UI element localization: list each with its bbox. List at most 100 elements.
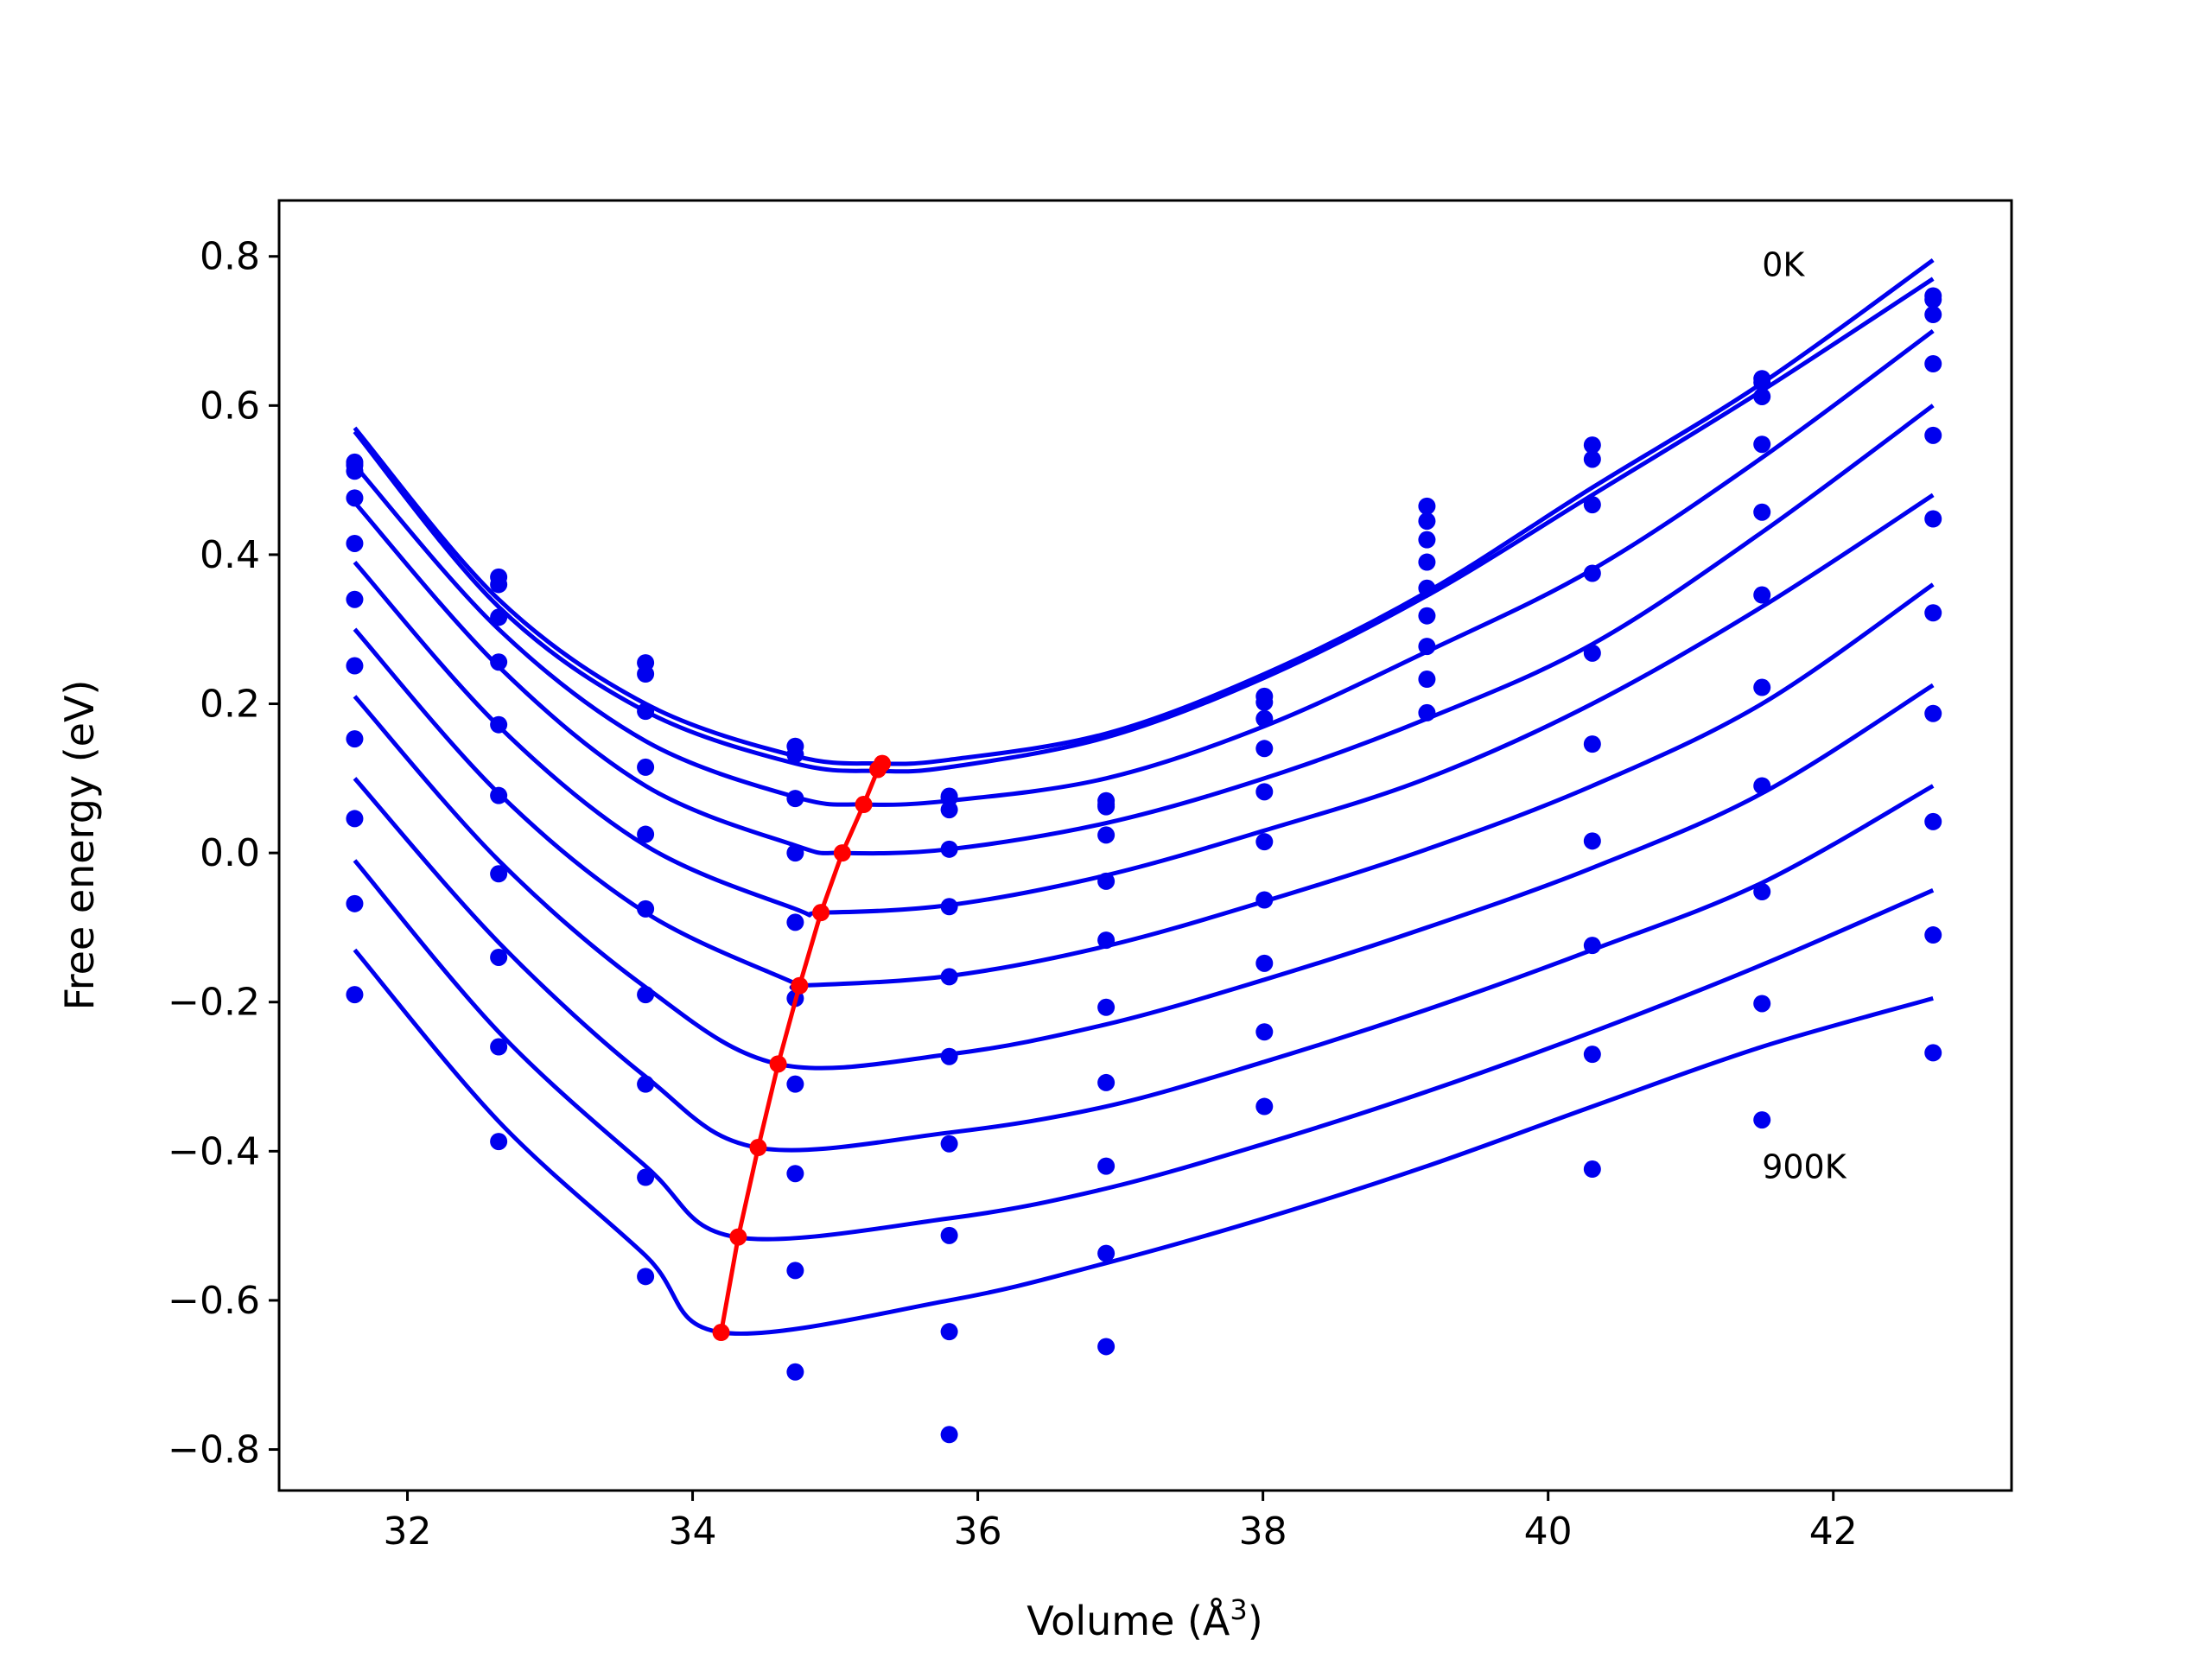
data-point xyxy=(1583,832,1601,850)
data-point xyxy=(786,746,804,764)
minimum-point xyxy=(729,1228,747,1246)
data-point xyxy=(490,575,508,594)
data-point xyxy=(1753,995,1771,1013)
fit-curve-1 xyxy=(353,276,1935,774)
data-point xyxy=(786,844,804,862)
minimum-point xyxy=(855,796,873,814)
minimum-point xyxy=(749,1139,767,1157)
minimum-point xyxy=(712,1324,730,1342)
data-point xyxy=(637,1268,655,1286)
data-point xyxy=(1583,564,1601,582)
data-point xyxy=(490,786,508,804)
data-point xyxy=(1255,1023,1274,1041)
data-point xyxy=(1753,586,1771,604)
y-tick-label: 0.4 xyxy=(200,533,260,577)
data-point xyxy=(637,1075,655,1093)
data-point xyxy=(1583,937,1601,955)
fit-curves-layer xyxy=(353,257,1935,1336)
data-point xyxy=(1418,671,1436,689)
minimum-point xyxy=(791,976,809,995)
data-point xyxy=(1753,387,1771,405)
data-point xyxy=(1583,450,1601,468)
annotations-layer: 0K 900K xyxy=(1762,245,1847,1185)
fit-curve-5 xyxy=(353,582,1935,993)
data-point xyxy=(1097,1244,1116,1262)
data-point xyxy=(1255,833,1274,851)
data-point xyxy=(940,789,958,807)
data-point xyxy=(1924,426,1942,444)
data-point xyxy=(1255,693,1274,711)
data-point xyxy=(346,590,364,608)
data-point xyxy=(1418,638,1436,656)
data-point xyxy=(940,1426,958,1444)
data-point xyxy=(1255,891,1274,909)
data-point xyxy=(786,1075,804,1093)
data-point xyxy=(1924,604,1942,622)
data-point xyxy=(1583,644,1601,662)
data-point xyxy=(1924,510,1942,528)
x-axis-ticks: 32 34 36 38 40 42 xyxy=(384,1491,1858,1554)
data-point xyxy=(1418,531,1436,549)
data-point xyxy=(940,1226,958,1244)
data-point xyxy=(637,825,655,843)
data-point xyxy=(490,1038,508,1056)
data-point xyxy=(1753,373,1771,391)
data-point xyxy=(940,1135,958,1153)
data-point xyxy=(1753,883,1771,901)
temperature-annotation: 900K xyxy=(1762,1148,1847,1186)
data-point xyxy=(1924,926,1942,944)
data-point xyxy=(1097,1338,1116,1356)
data-point xyxy=(1753,503,1771,521)
data-point xyxy=(490,608,508,626)
minimum-point xyxy=(812,904,830,922)
data-point xyxy=(940,840,958,858)
data-point xyxy=(1255,783,1274,801)
data-point xyxy=(1418,703,1436,721)
data-point xyxy=(346,462,364,480)
data-point xyxy=(490,948,508,966)
data-point xyxy=(940,801,958,819)
data-point xyxy=(1255,709,1274,728)
data-point xyxy=(1583,1160,1601,1179)
data-point xyxy=(940,1323,958,1341)
data-point xyxy=(786,913,804,931)
data-point xyxy=(1255,954,1274,972)
data-point xyxy=(346,489,364,507)
data-point xyxy=(1924,354,1942,372)
fit-curve-3 xyxy=(353,404,1935,856)
y-tick-label: 0.8 xyxy=(200,235,260,279)
fit-curve-9 xyxy=(353,948,1934,1336)
data-point xyxy=(1924,1044,1942,1062)
y-tick-label: −0.4 xyxy=(168,1129,260,1173)
data-point xyxy=(490,865,508,883)
y-tick-label: 0.0 xyxy=(200,831,260,875)
data-point xyxy=(1753,435,1771,454)
fit-curve-6 xyxy=(353,683,1935,1071)
data-point xyxy=(346,534,364,552)
data-point xyxy=(1255,1097,1274,1116)
data-points-layer xyxy=(346,287,1942,1444)
data-point xyxy=(1097,1157,1116,1175)
data-point xyxy=(490,1133,508,1151)
data-point xyxy=(1097,1073,1116,1091)
data-point xyxy=(1924,812,1942,830)
x-tick-label: 42 xyxy=(1809,1510,1858,1554)
data-point xyxy=(1097,931,1116,950)
data-point xyxy=(1097,872,1116,890)
data-point xyxy=(637,758,655,776)
data-point xyxy=(1097,796,1116,814)
y-tick-label: 0.2 xyxy=(200,683,260,727)
data-point xyxy=(1583,1046,1601,1064)
x-tick-label: 32 xyxy=(384,1510,432,1554)
data-point xyxy=(637,1168,655,1186)
data-point xyxy=(637,665,655,683)
data-point xyxy=(1924,704,1942,722)
y-tick-label: −0.2 xyxy=(168,981,260,1025)
data-point xyxy=(346,730,364,748)
x-tick-label: 36 xyxy=(954,1510,1002,1554)
plot-frame xyxy=(277,199,2013,1492)
data-point xyxy=(346,986,364,1004)
data-point xyxy=(637,986,655,1004)
data-point xyxy=(1583,735,1601,753)
fit-curve-8 xyxy=(353,859,1935,1242)
